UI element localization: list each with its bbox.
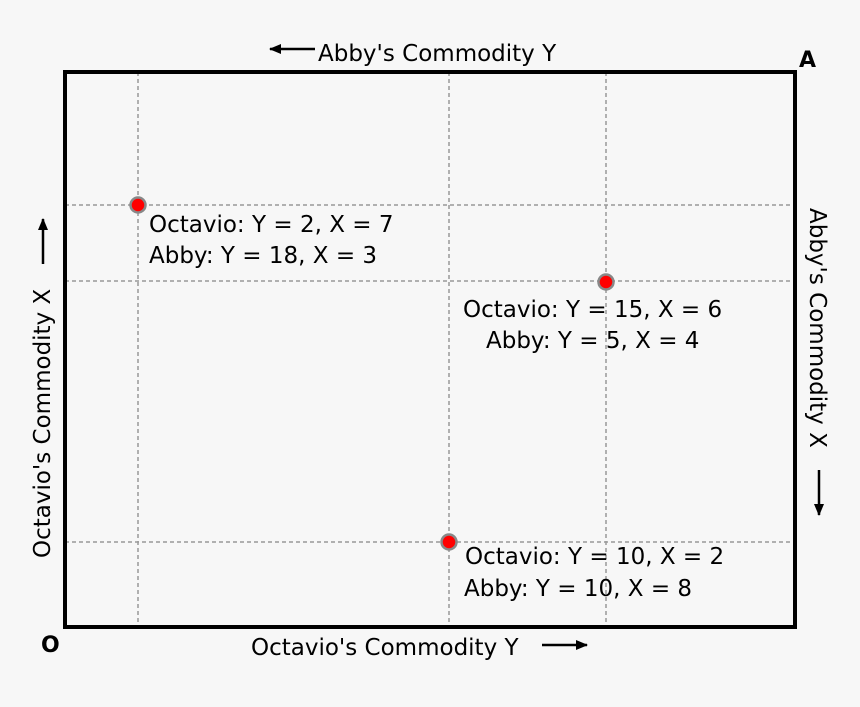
octavio-allocation-label: Octavio: Y = 15, X = 6 (463, 297, 722, 323)
abby-allocation-label: Abby: Y = 10, X = 8 (464, 576, 692, 602)
allocation-point-1: Octavio: Y = 2, X = 7 Abby: Y = 18, X = … (129, 196, 393, 269)
octavio-allocation-label: Octavio: Y = 2, X = 7 (149, 212, 393, 238)
opposite-corner-label: A (799, 48, 816, 73)
origin-label: O (41, 633, 60, 658)
box-frame (63, 70, 797, 629)
allocation-point-3: Octavio: Y = 10, X = 2 Abby: Y = 10, X =… (440, 533, 724, 602)
left-axis-label: Octavio's Commodity X (30, 289, 56, 558)
right-axis-label: Abby's Commodity X (804, 208, 830, 448)
abby-allocation-label: Abby: Y = 5, X = 4 (486, 328, 699, 354)
allocation-dot (597, 273, 615, 291)
allocation-point-2: Octavio: Y = 15, X = 6 Abby: Y = 5, X = … (463, 273, 722, 354)
octavio-allocation-label: Octavio: Y = 10, X = 2 (465, 544, 724, 570)
allocation-dot (129, 196, 147, 214)
bottom-axis-label: Octavio's Commodity Y (251, 635, 519, 661)
abby-allocation-label: Abby: Y = 18, X = 3 (149, 243, 377, 269)
allocation-dot (440, 533, 458, 551)
top-axis-label: Abby's Commodity Y (318, 41, 557, 67)
